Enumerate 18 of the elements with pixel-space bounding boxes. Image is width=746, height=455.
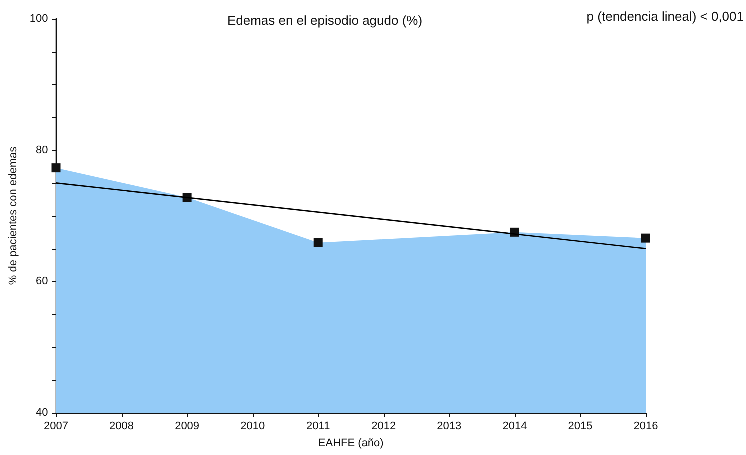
y-tick-label: 80 — [36, 144, 48, 156]
y-axis-title: % de pacientes con edemas — [8, 146, 20, 286]
y-tick-label: 40 — [36, 407, 48, 419]
y-tick-label: 100 — [30, 13, 48, 25]
annotation: p (tendencia lineal) < 0,001 — [586, 9, 744, 24]
x-tick-label: 2010 — [240, 420, 266, 432]
x-tick-label: 2012 — [372, 420, 396, 432]
x-tick-label: 2015 — [568, 420, 593, 432]
x-tick-label: 2016 — [634, 420, 658, 432]
x-tick-label: 2009 — [175, 420, 200, 432]
x-axis-title: EAHFE (año) — [318, 438, 384, 450]
y-tick-label: 60 — [36, 276, 48, 288]
x-tick-label: 2014 — [502, 420, 528, 432]
chart-title: Edemas en el episodio agudo (%) — [227, 13, 423, 28]
x-tick-label: 2011 — [306, 420, 330, 432]
x-tick-label: 2008 — [110, 420, 134, 432]
x-tick-label: 2013 — [437, 420, 462, 432]
x-tick-label: 2007 — [44, 420, 68, 432]
